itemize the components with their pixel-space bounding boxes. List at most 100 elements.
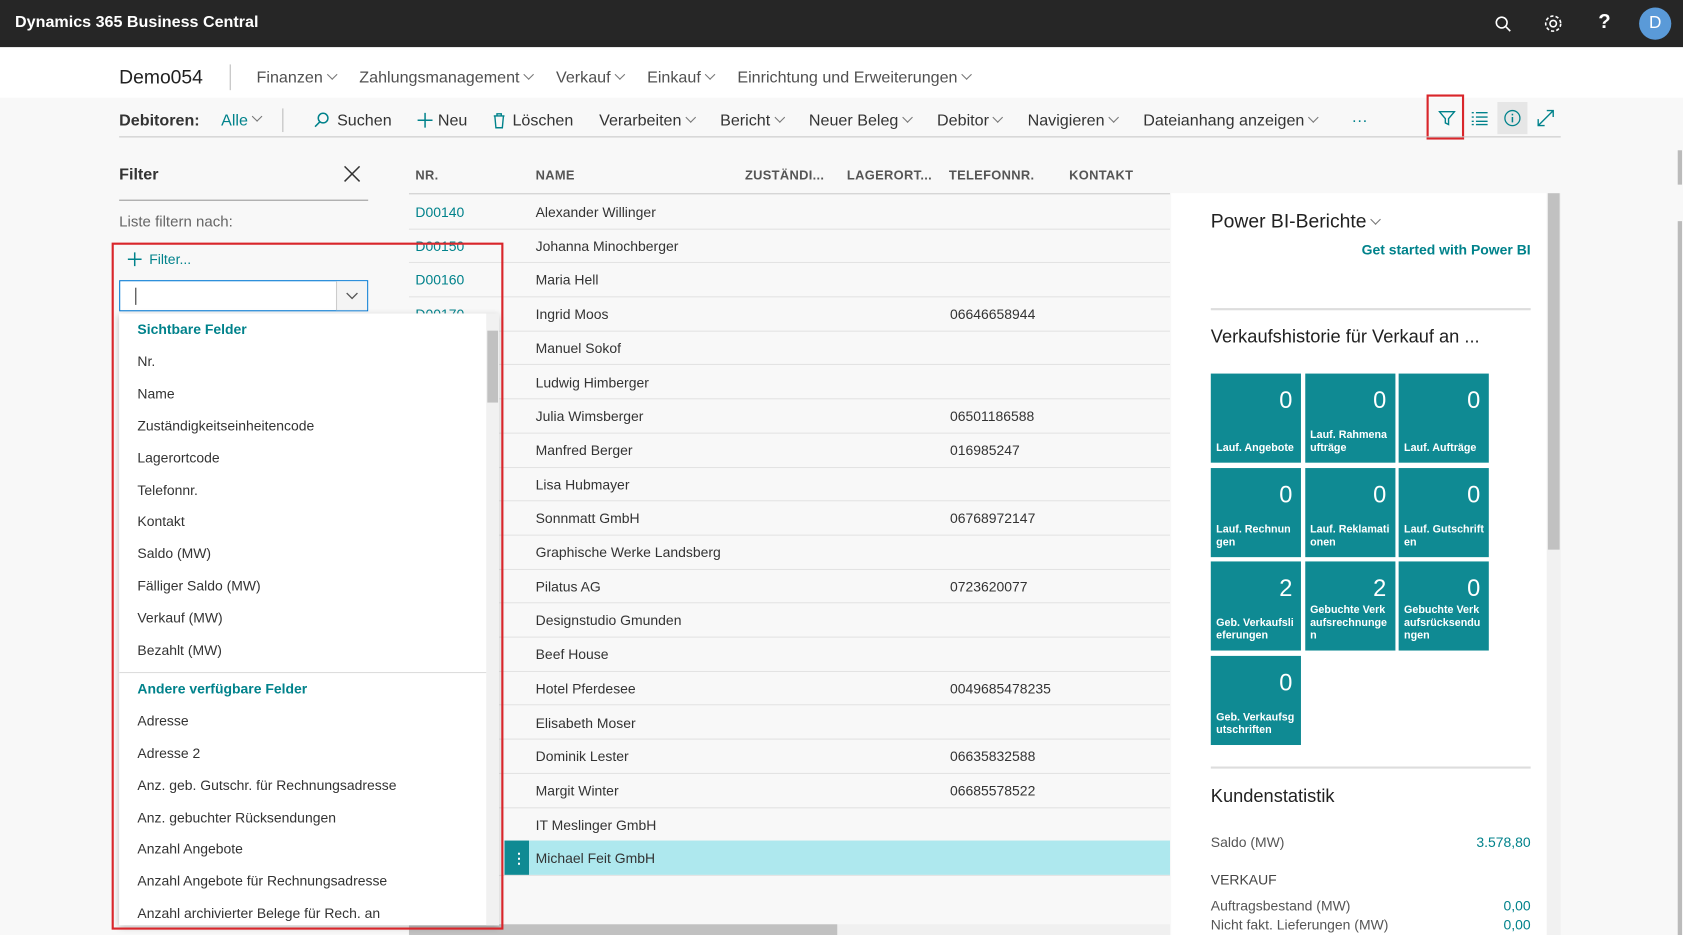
company-name[interactable]: Demo054 [119,67,203,90]
table-row[interactable]: Graphische Werke Landsberg [409,535,1170,570]
customer-name: Manuel Sokof [536,340,621,356]
column-header[interactable]: NR. [415,167,438,182]
search-icon[interactable] [1494,15,1511,32]
table-row[interactable]: Lisa Hubmayer [409,467,1170,502]
tile-label: Lauf. Rahmenaufträge [1310,429,1391,455]
history-tile[interactable]: 0Lauf. Rahmenaufträge [1305,374,1395,463]
action-menu[interactable]: Neuer Beleg [809,111,911,129]
customer-name: Johanna Minochberger [536,238,679,254]
table-row[interactable]: Margit Winter06685578522 [409,773,1170,808]
table-row[interactable]: Julia Wimsberger06501186588 [409,398,1170,433]
action-menu[interactable]: Dateianhang anzeigen [1143,111,1317,129]
view-label: Debitoren: [119,111,200,129]
expand-toggle[interactable] [1537,109,1554,126]
column-header[interactable]: NAME [536,167,575,182]
action-menu[interactable]: Debitor [937,111,1002,129]
powerbi-title[interactable]: Power BI-Berichte [1211,210,1380,233]
phone: 0049685478235 [950,680,1051,696]
tile-value: 0 [1467,481,1480,509]
divider [119,136,1561,137]
history-tile[interactable]: 0 Lauf. Gutschriften [1399,468,1489,557]
tile-value: 0 [1279,481,1292,509]
filter-toggle[interactable] [1438,109,1455,126]
history-tile[interactable]: 2Gebuchte Verkaufsrechnungen [1305,562,1395,651]
table-row[interactable]: Designstudio Gmunden [409,603,1170,638]
customer-name: Designstudio Gmunden [536,612,682,628]
action-label: Löschen [512,111,573,129]
customer-name: Alexander Willinger [536,204,656,220]
table-row[interactable]: D00150Johanna Minochberger [409,228,1170,263]
table-row[interactable]: D00160Maria Hell [409,262,1170,297]
table-row[interactable]: Dominik Lester06635832588 [409,739,1170,774]
table-row[interactable]: Ludwig Himberger [409,364,1170,399]
app-title[interactable]: Dynamics 365 Business Central [15,13,258,31]
row-menu[interactable]: ⋮ [512,851,526,868]
table-row[interactable]: Manfred Berger016985247 [409,433,1170,468]
stat-value[interactable]: 0,00 [1503,897,1530,913]
stat-value[interactable]: 0,00 [1503,917,1530,933]
info-toggle[interactable] [1504,109,1521,126]
help-icon[interactable]: ? [1598,11,1610,35]
nav-item[interactable]: Verkauf [556,69,623,87]
list-view[interactable] [1472,112,1488,126]
nav-item[interactable]: Zahlungsmanagement [359,69,532,87]
action-bar: Debitoren: Alle Suchen Neu Löschen Verar… [119,108,1393,132]
action-menu[interactable]: Bericht [720,111,783,129]
column-header[interactable]: ZUSTÄNDI... [745,167,824,182]
table-row[interactable]: Pilatus AG0723620077 [409,569,1170,604]
table-row[interactable]: Beef House [409,637,1170,672]
customer-name: Michael Feit GmbH [536,851,655,867]
nav-item[interactable]: Einkauf [647,69,714,87]
customer-name: Sonnmatt GmbH [536,510,640,526]
close-filter[interactable] [343,165,360,182]
table-row[interactable]: Manuel Sokof [409,330,1170,365]
table-row[interactable]: D00140 Alexander Willinger [409,194,1170,229]
filter-title: Filter [119,165,158,183]
settings-icon[interactable] [1544,14,1563,33]
history-tile[interactable]: 0 Geb. Verkaufsgutschriften [1211,656,1301,745]
powerbi-link[interactable]: Get started with Power BI [1362,242,1531,258]
history-title: Verkaufshistorie für Verkauf an ... [1211,326,1480,347]
scrollbar-thumb[interactable] [1548,193,1560,549]
more-actions[interactable]: ··· [1352,111,1368,129]
table-row[interactable]: IT Meslinger GmbH [409,807,1170,842]
history-tile[interactable]: 0Lauf. Reklamationen [1305,468,1395,557]
history-tile[interactable]: 2Geb. Verkaufslieferungen [1211,562,1301,651]
action-label: Suchen [337,111,392,129]
action-menu[interactable]: Verarbeiten [599,111,694,129]
tile-label: Gebuchte Verkaufsrücksendungen [1404,605,1485,644]
history-tile[interactable]: 0Lauf. Aufträge [1399,374,1489,463]
table-row[interactable]: Elisabeth Moser [409,705,1170,740]
delete-action[interactable]: Löschen [493,111,573,129]
view-selector[interactable]: Alle [221,111,261,129]
new-action[interactable]: Neu [417,111,467,129]
column-header[interactable]: TELEFONNR. [949,167,1035,182]
history-tile[interactable]: 0Lauf. Rechnungen [1211,468,1301,557]
nav-item[interactable]: Einrichtung und Erweiterungen [737,69,970,87]
phone: 06635832588 [950,748,1035,764]
search-action[interactable]: Suchen [313,111,391,129]
customer-no[interactable]: D00140 [415,204,464,220]
customer-name: Hotel Pferdesee [536,680,636,696]
stat-value[interactable]: 3.578,80 [1476,834,1530,850]
phone: 06646658944 [950,306,1035,322]
highlight-box [112,243,504,930]
table-row[interactable]: ⋮ Michael Feit GmbH [409,841,1170,876]
table-row[interactable]: D00170Ingrid Moos06646658944 [409,296,1170,331]
table-row[interactable]: Sonnmatt GmbH 06768972147 [409,501,1170,536]
avatar[interactable]: D [1639,8,1671,40]
history-tile[interactable]: 0Gebuchte Verkaufsrücksendungen [1399,562,1489,651]
tile-label: Lauf. Gutschriften [1404,524,1485,550]
tile-label: Geb. Verkaufsgutschriften [1216,712,1297,738]
phone: 06768972147 [950,510,1035,526]
customer-name: Elisabeth Moser [536,714,636,730]
table-row[interactable]: Hotel Pferdesee 0049685478235 [409,671,1170,706]
action-menu[interactable]: Navigieren [1028,111,1118,129]
history-tile[interactable]: 0Lauf. Angebote [1211,374,1301,463]
tile-value: 0 [1279,669,1292,697]
column-header[interactable]: LAGERORT... [847,167,932,182]
nav-item[interactable]: Finanzen [257,69,336,87]
column-header[interactable]: KONTAKT [1069,167,1133,182]
